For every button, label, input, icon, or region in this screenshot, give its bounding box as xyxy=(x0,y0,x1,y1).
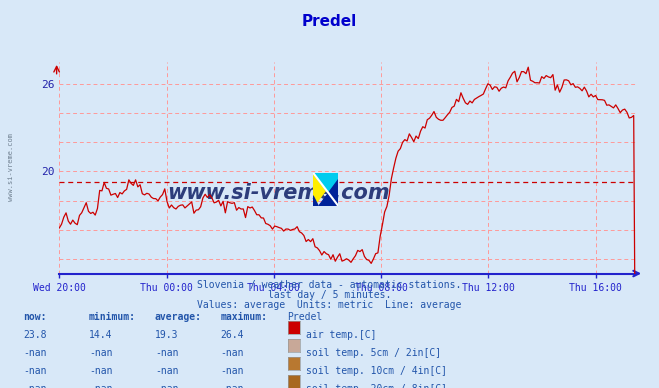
Text: 23.8: 23.8 xyxy=(23,330,47,340)
Text: -nan: -nan xyxy=(155,384,179,388)
Text: minimum:: minimum: xyxy=(89,312,136,322)
Text: www.si-vreme.com: www.si-vreme.com xyxy=(8,133,14,201)
Text: -nan: -nan xyxy=(23,384,47,388)
Text: air temp.[C]: air temp.[C] xyxy=(306,330,377,340)
Polygon shape xyxy=(313,173,338,206)
Text: Predel: Predel xyxy=(302,14,357,29)
Text: last day / 5 minutes.: last day / 5 minutes. xyxy=(268,290,391,300)
Text: Values: average  Units: metric  Line: average: Values: average Units: metric Line: aver… xyxy=(197,300,462,310)
Text: -nan: -nan xyxy=(89,366,113,376)
Text: -nan: -nan xyxy=(155,366,179,376)
Text: Predel: Predel xyxy=(287,312,322,322)
Polygon shape xyxy=(318,179,338,206)
Polygon shape xyxy=(313,196,318,206)
Polygon shape xyxy=(313,173,338,189)
Text: average:: average: xyxy=(155,312,202,322)
Text: -nan: -nan xyxy=(221,348,244,358)
Text: 26.4: 26.4 xyxy=(221,330,244,340)
Text: 19.3: 19.3 xyxy=(155,330,179,340)
Text: -nan: -nan xyxy=(155,348,179,358)
Text: now:: now: xyxy=(23,312,47,322)
Text: -nan: -nan xyxy=(23,366,47,376)
Text: soil temp. 10cm / 4in[C]: soil temp. 10cm / 4in[C] xyxy=(306,366,447,376)
Text: -nan: -nan xyxy=(89,384,113,388)
Text: Slovenia / weather data - automatic stations.: Slovenia / weather data - automatic stat… xyxy=(197,280,462,290)
Text: -nan: -nan xyxy=(23,348,47,358)
Text: -nan: -nan xyxy=(221,384,244,388)
Text: www.si-vreme.com: www.si-vreme.com xyxy=(167,183,389,203)
Polygon shape xyxy=(313,173,338,206)
Text: -nan: -nan xyxy=(89,348,113,358)
Text: 14.4: 14.4 xyxy=(89,330,113,340)
Text: soil temp. 20cm / 8in[C]: soil temp. 20cm / 8in[C] xyxy=(306,384,447,388)
Text: maximum:: maximum: xyxy=(221,312,268,322)
Text: -nan: -nan xyxy=(221,366,244,376)
Text: soil temp. 5cm / 2in[C]: soil temp. 5cm / 2in[C] xyxy=(306,348,442,358)
